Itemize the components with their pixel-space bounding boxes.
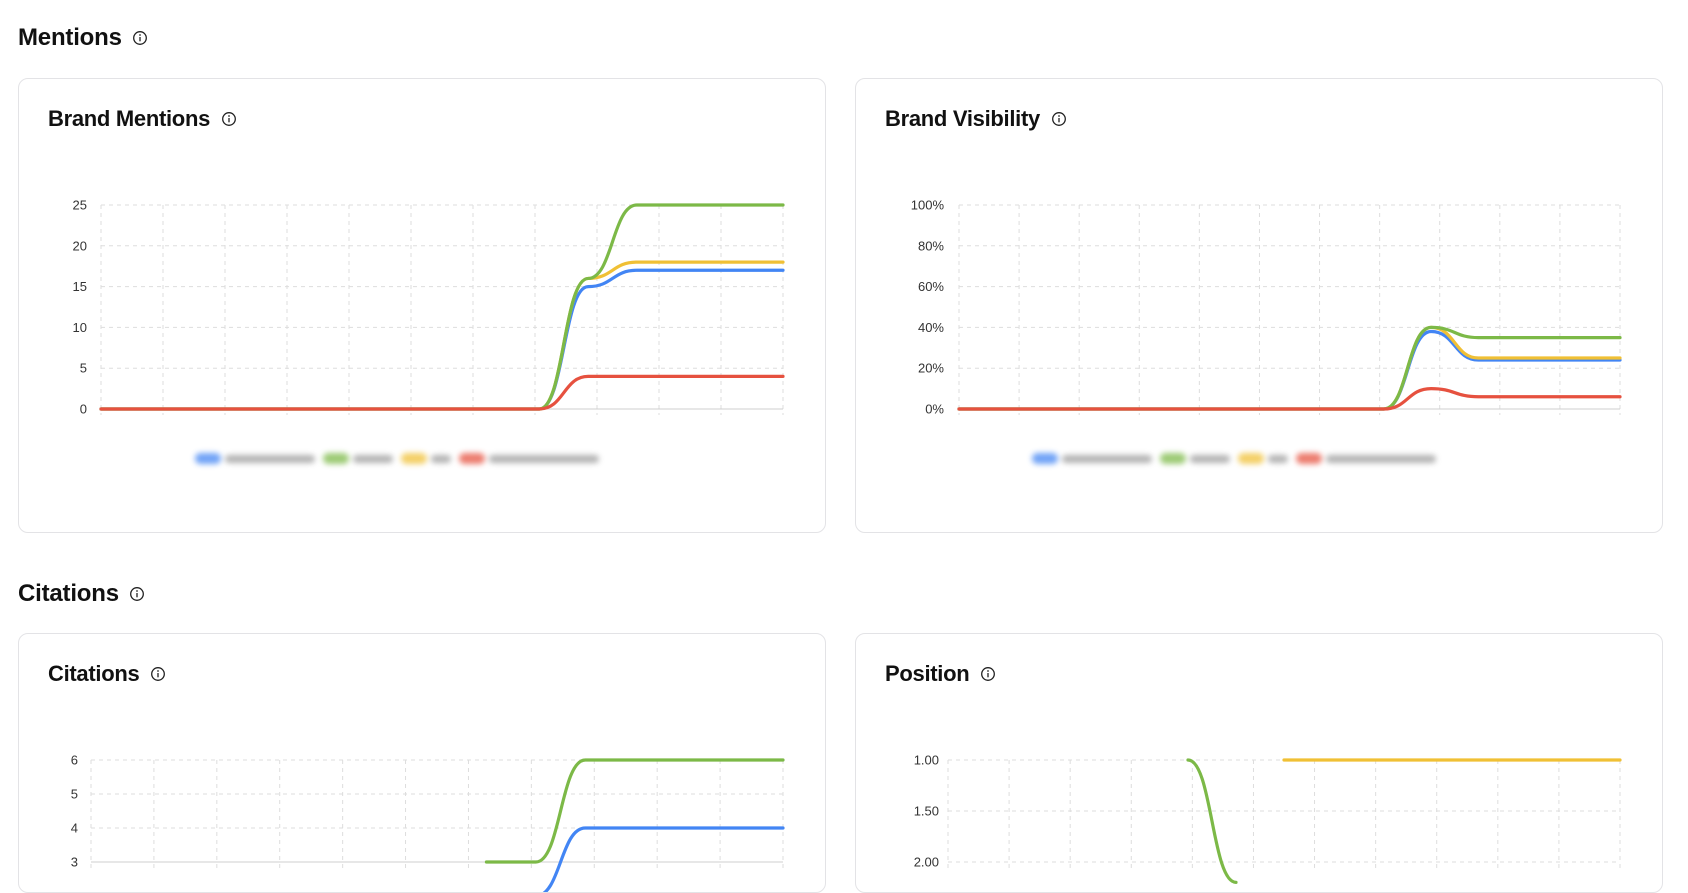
chart-legend[interactable] [195, 453, 607, 464]
brand-mentions-chart: 0 5 10 15 20 25 [73, 198, 785, 417]
series-line-blue[interactable] [99, 268, 785, 411]
card-title-label: Position [885, 661, 970, 686]
info-icon[interactable] [980, 666, 996, 682]
legend-item[interactable] [401, 453, 451, 464]
chart-legend[interactable] [1032, 453, 1444, 464]
legend-item[interactable] [195, 453, 315, 464]
y-tick-label: 100% [911, 198, 945, 213]
brand-visibility-card: Brand Visibility 0% 20% 40% 60% 80% 100% [855, 78, 1663, 533]
card-title: Citations [48, 661, 166, 687]
legend-item[interactable] [1160, 453, 1230, 464]
info-icon[interactable] [1051, 111, 1067, 127]
citations-chart: 3 4 5 6 [71, 753, 785, 893]
y-tick-label: 5 [71, 787, 78, 802]
card-title-label: Brand Mentions [48, 106, 211, 131]
card-title-label: Citations [48, 661, 140, 686]
info-icon[interactable] [221, 111, 237, 127]
card-title: Position [885, 661, 996, 687]
chart-grid [958, 204, 1621, 415]
y-tick-label: 3 [71, 855, 78, 870]
y-tick-label: 4 [71, 821, 78, 836]
legend-item[interactable] [1296, 453, 1436, 464]
position-chart: 1.00 1.50 2.00 [914, 753, 1622, 884]
y-tick-label: 15 [73, 279, 87, 294]
series-line-yellow[interactable] [99, 260, 785, 411]
y-tick-label: 20% [918, 361, 944, 376]
series-line-red[interactable] [99, 374, 785, 411]
section-title-mentions-label: Mentions [18, 24, 122, 51]
y-tick-label: 1.00 [914, 753, 939, 768]
y-tick-label: 20 [73, 238, 87, 253]
y-tick-label: 0 [80, 402, 87, 417]
legend-item[interactable] [1032, 453, 1152, 464]
legend-item[interactable] [1238, 453, 1288, 464]
series-line-green[interactable] [1186, 758, 1238, 884]
chart-grid [100, 204, 784, 415]
section-title-citations: Citations [18, 580, 145, 608]
card-title-label: Brand Visibility [885, 106, 1040, 131]
position-card: Position 1.00 1.50 2.00 [855, 633, 1663, 893]
y-tick-label: 60% [918, 279, 944, 294]
chart-grid [947, 759, 1621, 868]
legend-item[interactable] [459, 453, 599, 464]
y-tick-label: 0% [925, 402, 944, 417]
series-line-green[interactable] [99, 203, 785, 411]
section-title-mentions: Mentions [18, 24, 148, 52]
series-line-red[interactable] [957, 386, 1622, 411]
y-tick-label: 25 [73, 198, 87, 213]
series-line-blue[interactable] [536, 826, 785, 893]
brand-visibility-chart: 0% 20% 40% 60% 80% 100% [911, 198, 1622, 417]
card-title: Brand Mentions [48, 106, 237, 132]
brand-mentions-card: Brand Mentions 0 5 10 15 20 25 [18, 78, 826, 533]
info-icon[interactable] [132, 30, 148, 46]
legend-item[interactable] [323, 453, 393, 464]
y-tick-label: 80% [918, 238, 944, 253]
chart-grid [90, 759, 784, 868]
info-icon[interactable] [129, 586, 145, 602]
y-tick-label: 40% [918, 320, 944, 335]
y-tick-label: 2.00 [914, 855, 939, 870]
y-tick-label: 6 [71, 753, 78, 768]
y-tick-label: 1.50 [914, 804, 939, 819]
citations-card: Citations 3 4 5 6 [18, 633, 826, 893]
y-tick-label: 5 [80, 361, 87, 376]
section-title-citations-label: Citations [18, 580, 119, 607]
card-title: Brand Visibility [885, 106, 1067, 132]
info-icon[interactable] [150, 666, 166, 682]
y-tick-label: 10 [73, 320, 87, 335]
